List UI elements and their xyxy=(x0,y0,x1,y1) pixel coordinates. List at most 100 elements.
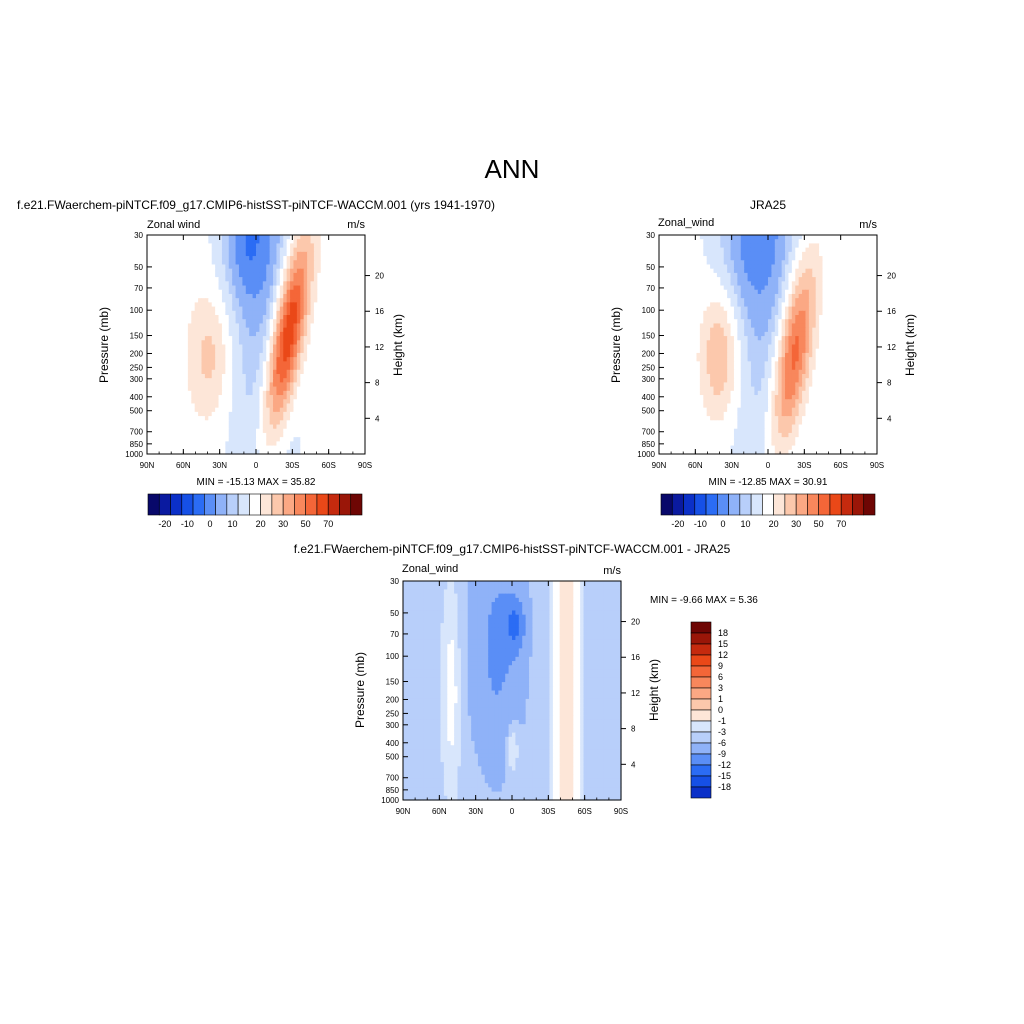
field-cell xyxy=(740,251,745,257)
field-cell xyxy=(341,424,346,430)
field-cell xyxy=(225,395,230,400)
field-cell xyxy=(228,256,233,261)
field-cell xyxy=(679,310,684,316)
field-cell xyxy=(249,289,254,295)
field-cell xyxy=(283,449,288,455)
field-cell xyxy=(327,416,332,421)
field-cell xyxy=(208,441,213,447)
field-cell xyxy=(750,331,755,337)
field-cell xyxy=(679,315,684,320)
field-cell xyxy=(249,373,254,379)
field-cell xyxy=(815,264,820,270)
field-cell xyxy=(832,243,837,249)
field-cell xyxy=(771,310,776,316)
field-cell xyxy=(829,302,834,308)
field-cell xyxy=(662,293,667,299)
field-cell xyxy=(201,315,206,320)
field-cell xyxy=(147,302,152,308)
field-cell xyxy=(761,272,766,278)
field-cell xyxy=(235,264,240,270)
field-cell xyxy=(740,323,745,329)
field-cell xyxy=(187,336,192,341)
field-cell xyxy=(819,264,824,270)
field-cell xyxy=(279,336,284,341)
field-cell xyxy=(347,411,352,417)
field-cell xyxy=(672,243,677,249)
field-cell xyxy=(320,281,325,287)
field-cell xyxy=(164,369,169,375)
panel-model-ylabel: Pressure (mb) xyxy=(97,307,111,383)
field-cell xyxy=(262,235,267,240)
field-cell xyxy=(320,239,325,245)
field-cell xyxy=(330,235,335,240)
field-cell xyxy=(208,407,213,413)
field-cell xyxy=(870,289,875,295)
field-cell xyxy=(221,310,226,316)
field-cell xyxy=(262,256,267,261)
field-cell xyxy=(313,285,318,291)
field-cell xyxy=(327,251,332,257)
field-cell xyxy=(259,277,264,282)
field-cell xyxy=(228,437,233,442)
field-cell xyxy=(689,260,694,266)
field-cell xyxy=(300,264,305,270)
field-cell xyxy=(164,268,169,274)
field-cell xyxy=(856,298,861,303)
field-cell xyxy=(750,323,755,329)
x-tick-label: 90S xyxy=(358,461,372,470)
field-cell xyxy=(259,306,264,312)
field-cell xyxy=(269,399,274,405)
field-cell xyxy=(170,256,175,261)
field-cell xyxy=(262,310,267,316)
field-cell xyxy=(351,416,356,421)
field-cell xyxy=(204,302,209,308)
field-cell xyxy=(191,235,196,240)
field-cell xyxy=(808,302,813,308)
field-cell xyxy=(737,281,742,287)
field-cell xyxy=(170,277,175,282)
field-cell xyxy=(324,327,329,333)
field-cell xyxy=(269,277,274,282)
field-cell xyxy=(703,239,708,245)
field-cell xyxy=(703,256,708,261)
field-cell xyxy=(716,260,721,266)
field-cell xyxy=(689,281,694,287)
field-cell xyxy=(262,268,267,274)
field-cell xyxy=(785,243,790,249)
field-cell xyxy=(785,281,790,287)
field-cell xyxy=(187,298,192,303)
field-cell xyxy=(863,239,868,245)
field-cell xyxy=(296,293,301,299)
field-cell xyxy=(798,289,803,295)
field-cell xyxy=(164,239,169,245)
field-cell xyxy=(863,327,868,333)
field-cell xyxy=(795,260,800,266)
field-cell xyxy=(242,395,247,400)
field-cell xyxy=(215,437,220,442)
field-cell xyxy=(201,323,206,329)
field-cell xyxy=(337,264,342,270)
field-cell xyxy=(720,289,725,295)
field-cell xyxy=(296,416,301,421)
field-cell xyxy=(727,247,732,253)
field-cell xyxy=(218,357,223,362)
field-cell xyxy=(317,399,322,405)
field-cell xyxy=(256,243,261,249)
field-cell xyxy=(198,399,203,405)
field-cell xyxy=(873,285,878,291)
field-cell xyxy=(221,331,226,337)
field-cell xyxy=(836,256,841,261)
field-cell xyxy=(300,357,305,362)
field-cell xyxy=(324,399,329,405)
field-cell xyxy=(204,344,209,350)
field-cell xyxy=(317,441,322,447)
field-cell xyxy=(750,302,755,308)
field-cell xyxy=(170,247,175,253)
field-cell xyxy=(296,243,301,249)
field-cell xyxy=(317,445,322,451)
field-cell xyxy=(665,260,670,266)
field-cell xyxy=(293,395,298,400)
y-tick-label: 250 xyxy=(130,363,144,372)
field-cell xyxy=(320,260,325,266)
field-cell xyxy=(330,310,335,316)
